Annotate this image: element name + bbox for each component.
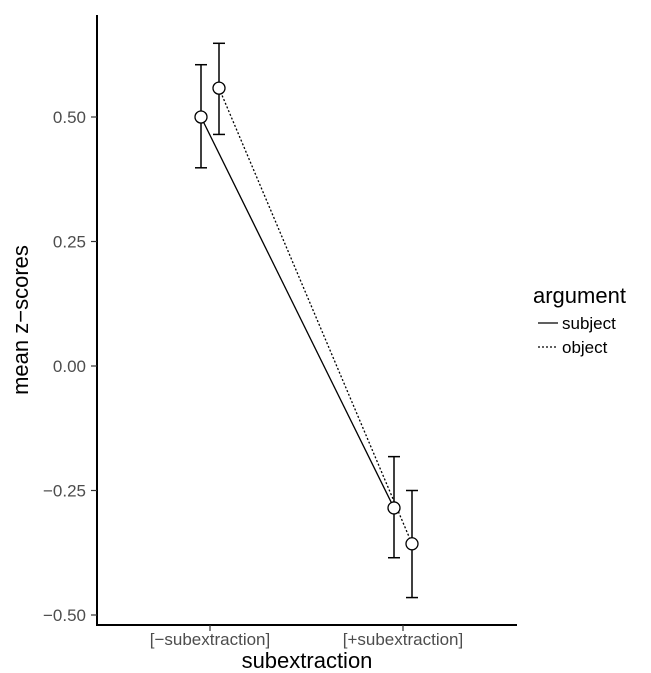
x-tick-label: [+subextraction] bbox=[343, 630, 464, 649]
x-tick-label: [−subextraction] bbox=[150, 630, 271, 649]
x-axis-ticks: [−subextraction] [+subextraction] bbox=[150, 625, 464, 649]
y-tick-label: −0.50 bbox=[43, 606, 86, 625]
y-tick-label: 0.25 bbox=[53, 233, 86, 252]
x-axis-title: subextraction bbox=[242, 648, 373, 673]
y-tick-label: 0.00 bbox=[53, 357, 86, 376]
y-tick-label: 0.50 bbox=[53, 108, 86, 127]
plot-area bbox=[194, 42, 419, 599]
data-point-object bbox=[212, 81, 226, 95]
y-axis-title: mean z−scores bbox=[8, 245, 33, 395]
legend-label-object: object bbox=[562, 338, 608, 357]
series-line-object bbox=[218, 87, 413, 545]
data-point-subject bbox=[194, 110, 208, 124]
y-axis-ticks: 0.50 0.25 0.00 −0.25 −0.50 bbox=[43, 108, 97, 625]
series-object bbox=[213, 42, 418, 599]
y-tick-label: −0.25 bbox=[43, 482, 86, 501]
legend-title: argument bbox=[533, 283, 626, 308]
series-subject bbox=[195, 63, 400, 559]
legend: argument subject object bbox=[533, 283, 626, 357]
data-point-object bbox=[405, 537, 419, 551]
series-line-subject bbox=[200, 116, 395, 509]
data-point-subject bbox=[387, 501, 401, 515]
legend-label-subject: subject bbox=[562, 314, 616, 333]
